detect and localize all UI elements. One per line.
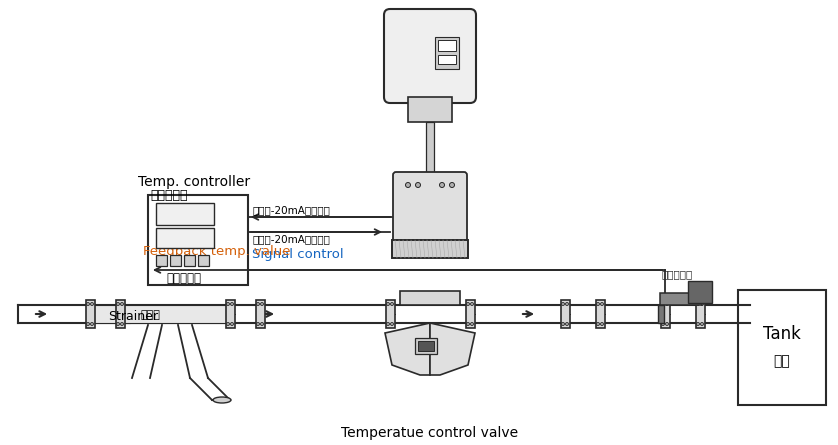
Ellipse shape bbox=[391, 303, 394, 306]
Ellipse shape bbox=[467, 323, 469, 325]
Ellipse shape bbox=[386, 323, 390, 325]
Ellipse shape bbox=[256, 323, 260, 325]
Bar bbox=[392, 240, 468, 258]
Ellipse shape bbox=[566, 323, 568, 325]
Ellipse shape bbox=[696, 323, 700, 325]
Ellipse shape bbox=[406, 182, 411, 187]
Ellipse shape bbox=[226, 323, 230, 325]
Bar bbox=[696, 300, 705, 328]
Bar bbox=[116, 300, 125, 328]
Ellipse shape bbox=[701, 303, 703, 306]
Bar bbox=[738, 290, 826, 405]
Text: Tank: Tank bbox=[763, 325, 801, 343]
Bar bbox=[561, 300, 570, 328]
FancyBboxPatch shape bbox=[393, 172, 467, 243]
Bar bbox=[596, 300, 604, 328]
Bar bbox=[90, 305, 130, 323]
Bar bbox=[170, 255, 181, 266]
Bar bbox=[658, 305, 664, 323]
Bar bbox=[85, 300, 95, 328]
Text: 反馈温度値: 反馈温度値 bbox=[166, 272, 201, 285]
Text: 储羐: 储羐 bbox=[773, 354, 790, 368]
Bar bbox=[415, 338, 437, 354]
Ellipse shape bbox=[566, 303, 568, 306]
Bar bbox=[148, 195, 248, 285]
Ellipse shape bbox=[391, 323, 394, 325]
Ellipse shape bbox=[261, 323, 263, 325]
Bar bbox=[156, 203, 214, 225]
Ellipse shape bbox=[91, 303, 94, 306]
Ellipse shape bbox=[256, 303, 260, 306]
Ellipse shape bbox=[226, 303, 230, 306]
Text: 温度传感器: 温度传感器 bbox=[662, 269, 693, 279]
Bar bbox=[156, 255, 167, 266]
Text: Feedback temp. value: Feedback temp. value bbox=[143, 245, 291, 258]
Text: Strainer: Strainer bbox=[108, 310, 158, 323]
Ellipse shape bbox=[121, 303, 123, 306]
Ellipse shape bbox=[561, 303, 565, 306]
Ellipse shape bbox=[386, 303, 390, 306]
Bar bbox=[465, 300, 474, 328]
Bar bbox=[660, 300, 670, 328]
Ellipse shape bbox=[701, 323, 703, 325]
Ellipse shape bbox=[86, 303, 90, 306]
FancyBboxPatch shape bbox=[384, 9, 476, 103]
Bar bbox=[438, 40, 456, 51]
Bar bbox=[418, 341, 434, 351]
Ellipse shape bbox=[470, 303, 473, 306]
Bar bbox=[408, 97, 452, 122]
Text: Temp. controller: Temp. controller bbox=[138, 175, 250, 189]
Text: 温度控制仪: 温度控制仪 bbox=[150, 189, 188, 202]
Ellipse shape bbox=[230, 303, 234, 306]
Bar bbox=[225, 300, 235, 328]
Ellipse shape bbox=[91, 323, 94, 325]
Ellipse shape bbox=[470, 323, 473, 325]
Bar bbox=[198, 255, 209, 266]
Text: 输入４-20mA控制信号: 输入４-20mA控制信号 bbox=[252, 234, 330, 244]
Bar bbox=[184, 255, 195, 266]
Ellipse shape bbox=[116, 303, 120, 306]
Bar bbox=[156, 228, 214, 248]
Ellipse shape bbox=[665, 303, 669, 306]
Bar bbox=[256, 300, 265, 328]
Bar bbox=[438, 55, 456, 64]
Ellipse shape bbox=[561, 323, 565, 325]
Ellipse shape bbox=[449, 182, 454, 187]
Bar bbox=[435, 37, 459, 69]
Ellipse shape bbox=[116, 323, 120, 325]
Text: Signal control: Signal control bbox=[252, 248, 344, 261]
Text: 反馈４-20mA控制信号: 反馈４-20mA控制信号 bbox=[252, 205, 330, 215]
Bar bbox=[120, 305, 230, 323]
Bar bbox=[660, 293, 702, 305]
Ellipse shape bbox=[665, 323, 669, 325]
Ellipse shape bbox=[601, 323, 603, 325]
Ellipse shape bbox=[601, 303, 603, 306]
Ellipse shape bbox=[661, 303, 665, 306]
Text: 滤滤器: 滤滤器 bbox=[140, 310, 160, 320]
Bar bbox=[688, 281, 712, 303]
Ellipse shape bbox=[597, 323, 599, 325]
Ellipse shape bbox=[661, 323, 665, 325]
Ellipse shape bbox=[213, 397, 231, 403]
Ellipse shape bbox=[230, 323, 234, 325]
Ellipse shape bbox=[86, 323, 90, 325]
Ellipse shape bbox=[261, 303, 263, 306]
Bar bbox=[400, 291, 460, 305]
Polygon shape bbox=[385, 323, 430, 375]
Ellipse shape bbox=[121, 323, 123, 325]
Text: Temperatue control valve: Temperatue control valve bbox=[341, 426, 519, 440]
Ellipse shape bbox=[597, 303, 599, 306]
Polygon shape bbox=[430, 323, 475, 375]
Bar bbox=[426, 122, 434, 175]
Ellipse shape bbox=[467, 303, 469, 306]
Bar bbox=[385, 300, 395, 328]
Ellipse shape bbox=[416, 182, 421, 187]
Ellipse shape bbox=[439, 182, 444, 187]
Ellipse shape bbox=[696, 303, 700, 306]
